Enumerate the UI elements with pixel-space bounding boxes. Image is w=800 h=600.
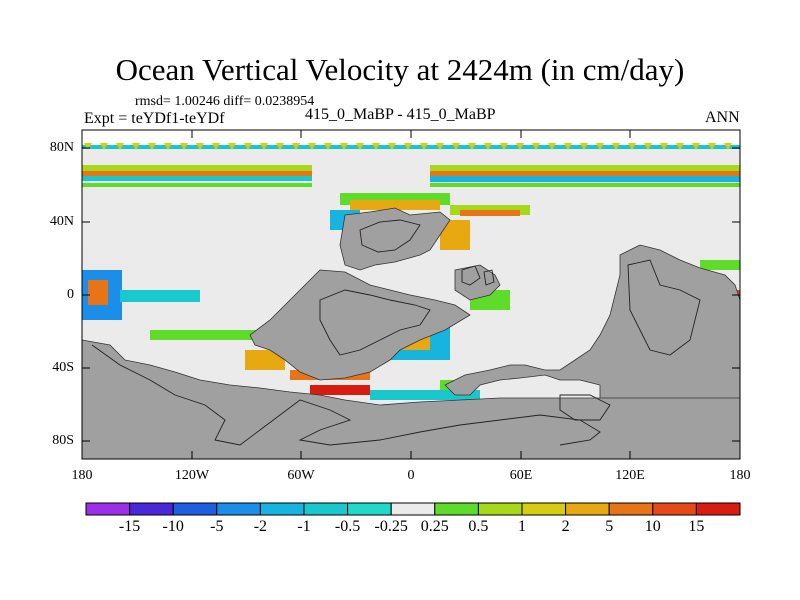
- colorbar-label: -1: [297, 518, 311, 535]
- lon-label: 0: [407, 468, 415, 483]
- lon-label: 120W: [174, 468, 210, 483]
- lon-ticks: [81, 130, 741, 459]
- land-masses: [81, 207, 741, 460]
- colorbar-swatch: [565, 502, 610, 516]
- lat-label: 40S: [52, 360, 74, 375]
- lat-label: 80N: [49, 140, 74, 155]
- colorbar-label: -0.25: [374, 518, 408, 535]
- colorbar-swatch: [216, 502, 261, 516]
- lon-label: 60E: [509, 468, 533, 483]
- southern-continent: [81, 339, 741, 460]
- season-label: ANN: [705, 109, 740, 126]
- colorbar-swatch: [434, 502, 479, 516]
- colorbar-swatch: [303, 502, 349, 516]
- colorbar-swatch: [259, 502, 305, 516]
- colorbar-label: -10: [162, 518, 184, 535]
- experiment-label: Expt = teYDf1-teYDf: [84, 110, 225, 127]
- colorbar-swatch: [347, 502, 392, 516]
- colorbar-label: -2: [253, 518, 268, 535]
- lat-label: 40N: [49, 214, 74, 229]
- colorbar-label: 0.25: [420, 518, 449, 535]
- colorbar-label: 0.5: [468, 518, 489, 535]
- lon-label: 180: [729, 468, 751, 483]
- lat-label: 0: [67, 287, 74, 302]
- colorbar-swatch: [695, 502, 741, 516]
- africa-block: [454, 264, 501, 301]
- colorbar-label: -0.5: [334, 518, 361, 535]
- stats-text: rmsd= 1.00246 diff= 0.0238954: [135, 94, 315, 109]
- colorbar-label: 1: [518, 518, 526, 535]
- lon-label: 60W: [287, 468, 315, 483]
- lat-ticks: [82, 147, 740, 442]
- polar-markers: [84, 143, 732, 150]
- lat-label: 80S: [52, 433, 74, 448]
- colorbar-label: -5: [210, 518, 224, 535]
- lon-label: 180: [71, 468, 93, 483]
- north-america: [339, 207, 451, 271]
- colorbar-label: 10: [644, 518, 661, 535]
- lon-label: 120E: [615, 468, 645, 483]
- case-label: 415_0_MaBP - 415_0_MaBP: [305, 106, 496, 123]
- colorbar-label: 2: [561, 518, 570, 535]
- colorbar-swatch: [129, 502, 174, 516]
- colorbar-swatch: [477, 502, 523, 516]
- coastlines: [91, 219, 701, 446]
- colorbar-swatch: [172, 502, 218, 516]
- colorbar-label: 5: [605, 518, 614, 535]
- colorbar-swatch: [390, 502, 436, 516]
- colorbar-label: -15: [118, 518, 141, 535]
- colorbar-label: 15: [688, 518, 705, 535]
- colorbar-swatch: [652, 502, 697, 516]
- colorbar-swatch: [608, 502, 654, 516]
- colorbar-swatch: [85, 502, 131, 516]
- colorbar-swatch: [521, 502, 567, 516]
- colorbar: [85, 502, 741, 516]
- page-title: Ocean Vertical Velocity at 2424m (in cm/…: [115, 52, 685, 87]
- south-america: [249, 269, 471, 381]
- asia-australia: [444, 244, 741, 401]
